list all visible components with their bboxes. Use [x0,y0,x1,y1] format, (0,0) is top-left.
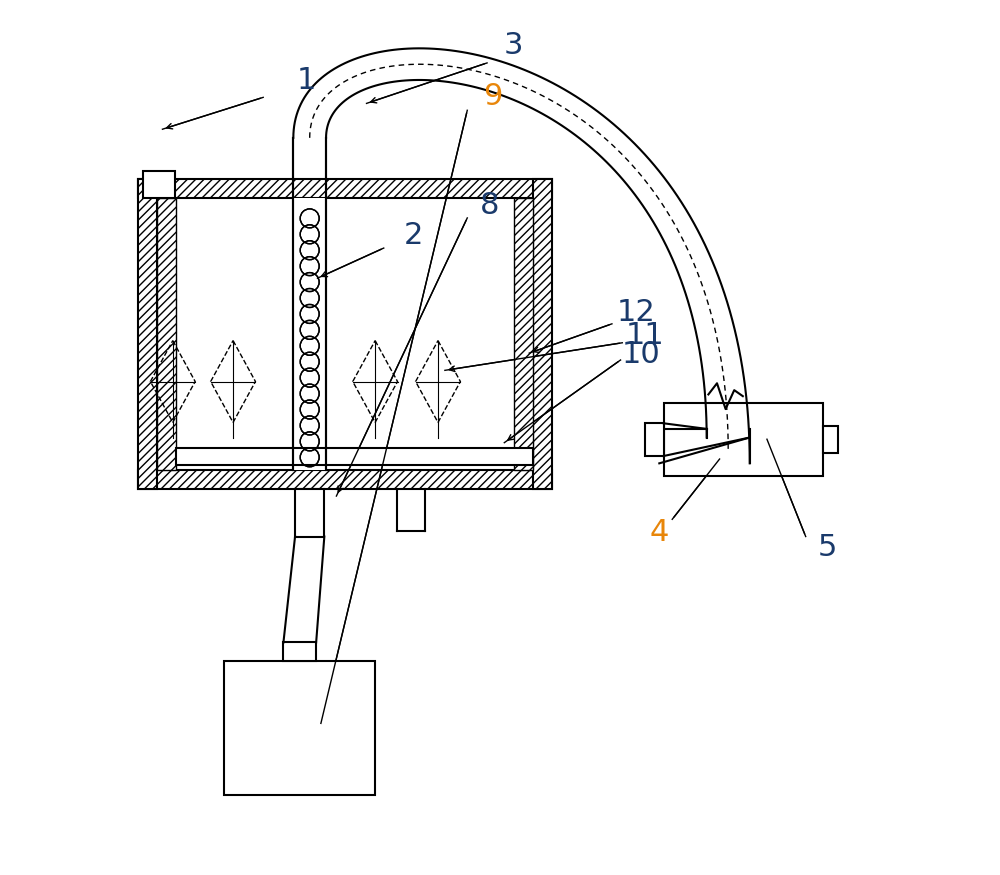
Bar [224,662,375,794]
Text: 8: 8 [480,191,499,220]
Bar [664,403,823,476]
Bar [157,198,176,470]
Bar [645,424,664,456]
Bar [295,489,324,536]
Bar [143,171,175,198]
Text: 11: 11 [625,321,664,350]
Bar [138,470,552,489]
Text: 3: 3 [503,31,523,60]
Bar [157,198,533,470]
Bar [176,448,533,465]
Bar [138,179,157,489]
Text: 10: 10 [622,340,661,369]
Text: 4: 4 [650,518,669,547]
Text: 5: 5 [818,533,837,563]
Text: 2: 2 [404,220,424,249]
Bar [514,198,533,470]
Bar [293,198,326,470]
Bar [823,426,838,453]
Bar [533,179,552,489]
Text: 12: 12 [617,298,655,327]
Bar [138,179,552,198]
Text: 1: 1 [297,66,316,94]
Text: 9: 9 [483,82,503,111]
Bar [283,642,316,662]
